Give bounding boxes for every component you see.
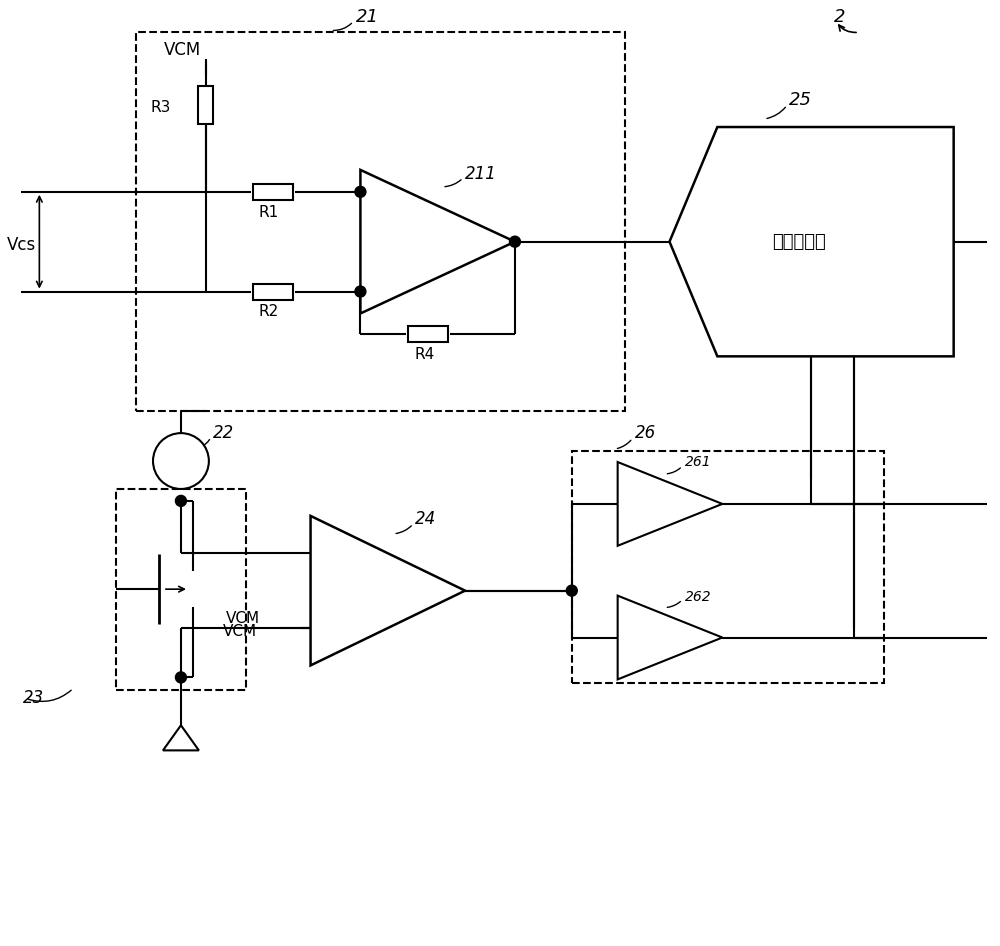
Text: R1: R1 (259, 204, 279, 219)
Circle shape (509, 236, 520, 247)
Circle shape (175, 672, 186, 683)
Polygon shape (360, 170, 515, 313)
Bar (198, 86, 213, 124)
Text: 22: 22 (213, 424, 234, 442)
Text: 2: 2 (834, 9, 846, 26)
Text: 23: 23 (23, 690, 45, 708)
Text: VCM: VCM (164, 42, 202, 60)
Polygon shape (618, 462, 722, 546)
Circle shape (355, 186, 366, 198)
Text: Vcs: Vcs (6, 236, 36, 254)
Text: R3: R3 (151, 100, 171, 115)
Bar (253, 184, 293, 200)
Polygon shape (163, 726, 199, 750)
Circle shape (355, 286, 366, 297)
Text: 211: 211 (465, 165, 497, 183)
Text: 261: 261 (684, 455, 711, 469)
Text: VCM: VCM (223, 624, 257, 639)
Text: 模数转换器: 模数转换器 (772, 233, 826, 251)
Text: VCM: VCM (226, 611, 260, 626)
Text: 21: 21 (355, 9, 378, 26)
Circle shape (153, 433, 209, 489)
Text: R2: R2 (259, 305, 279, 320)
Text: 26: 26 (635, 424, 656, 442)
Text: 24: 24 (415, 510, 436, 528)
Bar (253, 284, 293, 300)
Text: 262: 262 (684, 589, 711, 604)
Polygon shape (670, 127, 954, 357)
Bar (408, 326, 448, 342)
Text: R4: R4 (414, 347, 435, 362)
Polygon shape (311, 516, 465, 665)
Circle shape (175, 496, 186, 506)
Text: 25: 25 (789, 91, 812, 109)
Polygon shape (618, 596, 722, 679)
Circle shape (566, 586, 577, 596)
